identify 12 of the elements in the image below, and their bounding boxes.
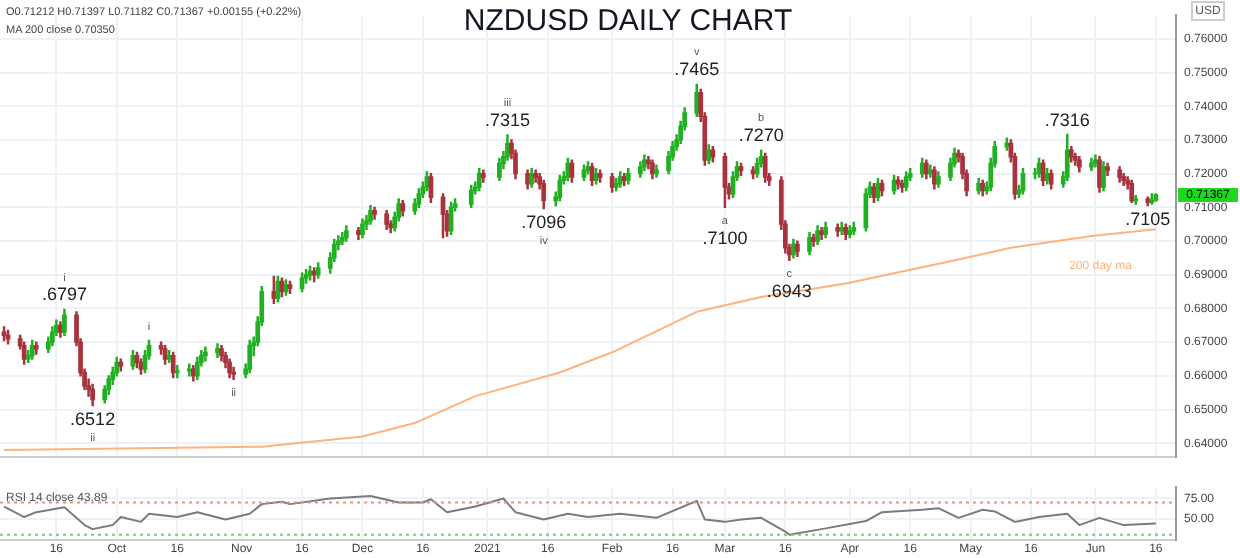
annotation: .7315 — [484, 109, 530, 130]
annotation: .6797 — [41, 284, 87, 305]
chart-title: NZDUSD DAILY CHART — [463, 4, 793, 39]
annotation: .7096 — [521, 211, 567, 232]
annotation: .7270 — [738, 125, 784, 146]
annotation: .7100 — [702, 228, 748, 249]
candlestick — [231, 366, 236, 380]
annotation: .7105 — [1125, 208, 1171, 229]
annotation: .6512 — [70, 408, 116, 429]
annotation: .7465 — [674, 59, 720, 80]
candlestick — [186, 363, 192, 377]
annotation: .7316 — [1044, 109, 1090, 130]
